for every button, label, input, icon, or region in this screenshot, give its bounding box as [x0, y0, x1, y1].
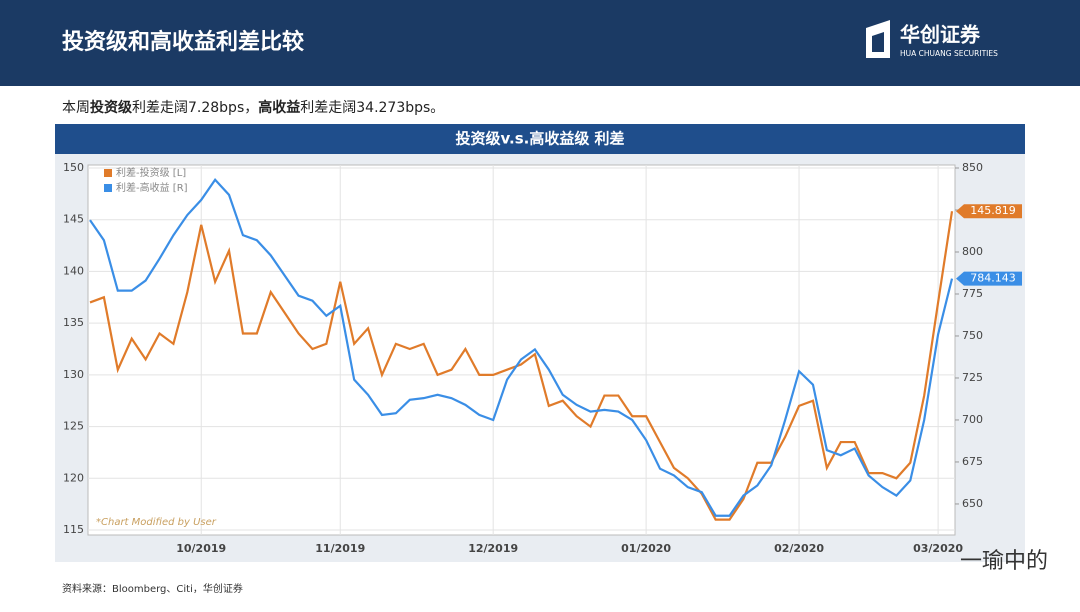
legend-label: 利差-投资级 [L]: [116, 166, 186, 179]
source: 资料来源：Bloomberg、Citi，华创证券: [62, 582, 243, 595]
y-tick-label: 125: [63, 420, 84, 433]
y-tick-label: 145: [63, 213, 84, 226]
x-tick-label: 12/2019: [468, 542, 518, 555]
chart-header-bar: [55, 124, 1025, 154]
x-tick-label: 10/2019: [176, 542, 226, 555]
logo: 华创证券 HUA CHUANG SECURITIES: [866, 20, 998, 58]
plot: *Chart Modified by User 利差-投资级 [L] 利差-高收益 …: [88, 165, 955, 535]
end-label: 784.143: [970, 272, 1016, 285]
summary-part: 本周: [62, 100, 90, 116]
y2-tick-label: 850: [962, 161, 983, 174]
y2-tick-label: 650: [962, 497, 983, 510]
x-tick-label: 02/2020: [774, 542, 824, 555]
end-tag: [956, 204, 1022, 219]
x-tick-label: 01/2020: [621, 542, 671, 555]
end-label: 145.819: [970, 204, 1016, 217]
y2-tick-label: 700: [962, 413, 983, 426]
y-tick-label: 140: [63, 264, 84, 277]
y2-tick-label: 750: [962, 329, 983, 342]
series-line: [89, 177, 954, 517]
logo-icon: [872, 32, 884, 52]
watermark: 一瑜中的: [960, 549, 1048, 574]
y-tick-label: 150: [63, 161, 84, 174]
y2-tick-label: 675: [962, 455, 983, 468]
legend-label: 利差-高收益 [R]: [116, 181, 188, 194]
end-tag: [956, 271, 1022, 286]
header-bar: [0, 0, 1080, 86]
plot-area: [87, 164, 956, 536]
summary: 本周投资级利差走阔7.28bps，高收益利差走阔34.273bps。: [62, 99, 444, 116]
summary-part: 高收益: [258, 99, 300, 116]
y-tick-label: 120: [63, 471, 84, 484]
y-tick-label: 130: [63, 368, 84, 381]
x-tick-label: 11/2019: [315, 542, 365, 555]
y2-tick-label: 800: [962, 245, 983, 258]
summary-part: 利差走阔7.28bps，: [132, 100, 258, 116]
chart-header: 投资级v.s.高收益级 利差: [455, 130, 624, 148]
y2-tick-label: 775: [962, 287, 983, 300]
logo-en: HUA CHUANG SECURITIES: [900, 49, 998, 58]
y-tick-label: 115: [63, 523, 84, 536]
y2-tick-label: 725: [962, 371, 983, 384]
y-tick-label: 135: [63, 316, 84, 329]
summary-part: 投资级: [90, 99, 133, 116]
summary-part: 利差走阔34.273bps。: [300, 100, 444, 116]
x-tick-label: 03/2020: [913, 542, 963, 555]
legend-swatch: [104, 184, 112, 192]
series-line: [89, 211, 954, 521]
legend-swatch: [104, 169, 112, 177]
slide-title: 投资级和高收益利差比较: [62, 29, 304, 55]
annotation: *Chart Modified by User: [96, 517, 217, 528]
logo-cn: 华创证券: [900, 23, 981, 47]
